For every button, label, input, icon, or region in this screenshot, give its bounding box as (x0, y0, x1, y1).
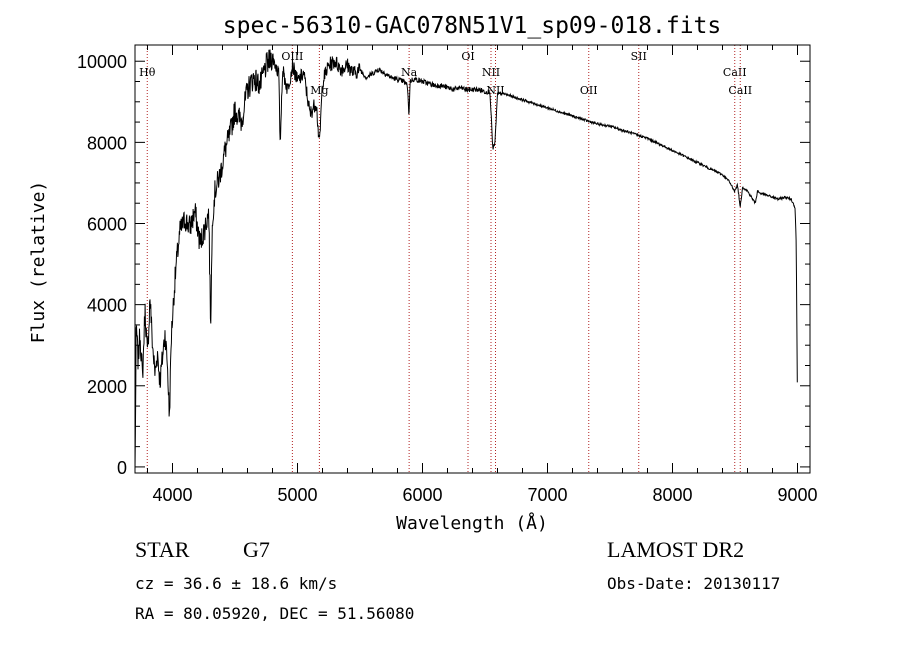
axes (134, 44, 811, 474)
x-tick-label: 7000 (527, 485, 567, 505)
line-label: CaII (723, 66, 747, 79)
y-tick-label: 0 (117, 458, 127, 478)
line-label: SII (631, 50, 647, 63)
x-tick-label: 4000 (152, 485, 192, 505)
y-tick-label: 4000 (87, 296, 127, 316)
line-label: Hθ (139, 66, 156, 79)
y-ticks: 0 2000 4000 6000 8000 10000 (77, 52, 810, 478)
coordinates: RA = 80.05920, DEC = 51.56080 (135, 604, 415, 623)
line-label: CaII (728, 84, 752, 97)
obs-date: Obs-Date: 20130117 (607, 574, 781, 593)
x-tick-label: 5000 (277, 485, 317, 505)
line-label: Na (401, 66, 418, 79)
x-axis-label: Wavelength (Å) (396, 512, 548, 534)
x-tick-label: 9000 (777, 485, 817, 505)
cz-value: cz = 36.6 ± 18.6 km/s (135, 574, 338, 593)
y-tick-label: 8000 (87, 133, 127, 153)
object-subclass: G7 (243, 537, 270, 562)
y-tick-label: 2000 (87, 377, 127, 397)
x-tick-label: 8000 (652, 485, 692, 505)
object-type: STAR (135, 537, 190, 562)
line-label: OII (580, 84, 598, 97)
chart-title: spec-56310-GAC078N51V1_sp09-018.fits (223, 13, 722, 39)
line-label: OI (461, 50, 474, 63)
x-tick-label: 6000 (402, 485, 442, 505)
line-label: Mg (310, 84, 328, 97)
plot-frame (134, 44, 811, 474)
spectrum-line (134, 49, 798, 471)
x-ticks: 4000 5000 6000 7000 8000 9000 (147, 45, 818, 505)
y-axis-label: Flux (relative) (28, 181, 49, 344)
survey-name: LAMOST DR2 (607, 537, 745, 562)
y-tick-label: 6000 (87, 215, 127, 235)
line-label: NII (482, 66, 500, 79)
y-tick-label: 10000 (77, 52, 127, 72)
spectrum-series (134, 49, 798, 471)
